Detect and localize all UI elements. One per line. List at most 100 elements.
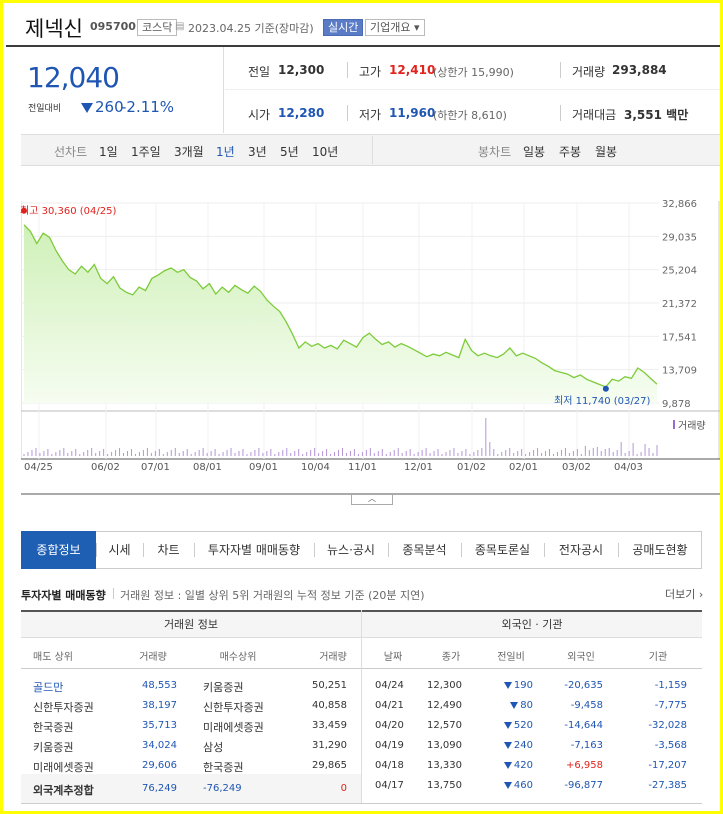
market-badge: 코스닥 xyxy=(137,19,178,36)
foreign-change: 460 xyxy=(488,780,533,791)
tab-9[interactable]: 공매도현황 xyxy=(632,543,688,557)
tab-bar xyxy=(21,531,702,569)
divider xyxy=(347,62,348,78)
tab-divider xyxy=(194,543,195,557)
collapse-chart-button[interactable]: ︿ xyxy=(351,495,393,505)
broker-buy-name[interactable]: 삼성 xyxy=(203,741,224,754)
institution-net: -3,568 xyxy=(654,740,687,751)
price-change: 260 xyxy=(81,98,124,116)
foreign-close: 13,330 xyxy=(427,760,462,771)
x-tick-label: 06/02 xyxy=(91,462,120,473)
tab-divider xyxy=(388,543,389,557)
price-chart[interactable]: 32,866 29,035 25,204 21,372 17,541 13,709 9,87… xyxy=(21,166,720,496)
foreign-change-value: 240 xyxy=(513,740,533,751)
amount-value: 3,551 백만 xyxy=(624,106,688,123)
low-annotation: 최저 11,740 (03/27) xyxy=(554,396,651,407)
institution-net: -1,159 xyxy=(654,680,687,691)
sum-label: 외국계추정합 xyxy=(33,784,94,797)
broker-buy-name[interactable]: 한국증권 xyxy=(203,761,244,774)
x-tick-label: 11/01 xyxy=(348,462,377,473)
broker-sell-volume: 48,553 xyxy=(142,680,177,691)
foreign-close: 12,300 xyxy=(427,680,462,691)
foreign-net: +6,958 xyxy=(565,760,603,771)
foreign-net: -14,644 xyxy=(564,720,603,731)
candle-weekly[interactable]: 주봉 xyxy=(559,145,582,159)
current-price: 12,040 xyxy=(27,61,120,94)
foreign-change-value: 420 xyxy=(513,760,533,771)
realtime-button[interactable]: 실시간 xyxy=(323,19,364,36)
tab-4[interactable]: 투자자별 매매동향 xyxy=(207,543,301,557)
broker-sell-name[interactable]: 골드만 xyxy=(33,681,64,694)
x-tick-label: 10/04 xyxy=(301,462,330,473)
divider xyxy=(347,105,348,121)
tab-divider xyxy=(544,543,545,557)
lower-limit: (하한가 8,610) xyxy=(433,109,507,122)
price-change-value: 260 xyxy=(95,98,124,116)
y-tick-label: 9,878 xyxy=(662,399,691,410)
down-arrow-icon xyxy=(510,702,519,709)
divider xyxy=(560,105,561,121)
high-annotation: 최고 30,360 (04/25) xyxy=(20,206,117,217)
prev-change-label: 전일대비 xyxy=(28,104,62,114)
period-1w[interactable]: 1주일 xyxy=(131,145,161,159)
broker-buy-name[interactable]: 키움증권 xyxy=(203,681,244,694)
foreign-change-value: 80 xyxy=(520,700,533,711)
x-tick-label: 01/02 xyxy=(457,462,486,473)
candle-monthly[interactable]: 월봉 xyxy=(595,145,618,159)
high-marker xyxy=(21,207,27,214)
broker-sell-name[interactable]: 키움증권 xyxy=(33,741,74,754)
line-chart-label: 선차트 xyxy=(54,145,88,159)
down-arrow-icon xyxy=(503,682,512,689)
down-arrow-icon xyxy=(503,722,512,729)
tab-7[interactable]: 종목토론실 xyxy=(474,543,531,557)
company-overview-button[interactable]: 기업개요 ▾ xyxy=(365,19,425,36)
sum-net: 0 xyxy=(340,783,347,794)
more-link[interactable]: 더보기 › xyxy=(665,588,704,601)
period-10y[interactable]: 10년 xyxy=(312,145,339,159)
tab-2[interactable]: 시세 xyxy=(108,543,131,557)
x-tick-label: 07/01 xyxy=(141,462,170,473)
x-tick-label: 02/01 xyxy=(509,462,538,473)
x-tick-label: 04/25 xyxy=(24,462,53,473)
volume-bars xyxy=(23,418,658,456)
down-arrow-icon xyxy=(503,762,512,769)
broker-buy-name[interactable]: 미래에셋증권 xyxy=(203,721,264,734)
period-3m[interactable]: 3개월 xyxy=(174,145,204,159)
foreign-col-header: 기관 xyxy=(648,652,668,663)
amount-unit: 백만 xyxy=(666,108,689,122)
foreign-close: 13,090 xyxy=(427,740,462,751)
foreign-change-value: 520 xyxy=(513,720,533,731)
period-1y[interactable]: 1년 xyxy=(216,145,235,159)
upper-limit: (상한가 15,990) xyxy=(433,66,514,79)
broker-sell-name[interactable]: 신한투자증권 xyxy=(33,701,94,714)
period-1d[interactable]: 1일 xyxy=(99,145,118,159)
tab-8[interactable]: 전자공시 xyxy=(558,543,604,557)
foreign-date: 04/20 xyxy=(375,720,404,731)
institution-net: -17,207 xyxy=(648,760,687,771)
candle-chart-label: 봉차트 xyxy=(478,145,512,159)
tab-divider xyxy=(96,543,97,557)
foreign-net: -7,163 xyxy=(570,740,603,751)
foreign-close: 12,570 xyxy=(427,720,462,731)
broker-sell-name[interactable]: 미래에셋증권 xyxy=(33,761,94,774)
y-tick-label: 13,709 xyxy=(662,366,697,377)
tab-1[interactable]: 종합정보 xyxy=(21,531,96,569)
table-divider xyxy=(361,610,362,804)
broker-buy-name[interactable]: 신한투자증권 xyxy=(203,701,264,714)
tab-3[interactable]: 차트 xyxy=(157,543,180,557)
period-5y[interactable]: 5년 xyxy=(280,145,299,159)
broker-buy-volume: 40,858 xyxy=(312,700,347,711)
tab-5[interactable]: 뉴스·공시 xyxy=(327,543,375,557)
foreign-col-header: 전일비 xyxy=(497,652,525,663)
y-tick-label: 17,541 xyxy=(662,332,697,343)
broker-sell-name[interactable]: 한국증권 xyxy=(33,721,74,734)
broker-sell-volume: 38,197 xyxy=(142,700,177,711)
period-3y[interactable]: 3년 xyxy=(248,145,267,159)
sum-sell: 76,249 xyxy=(142,783,177,794)
broker-sell-volume: 35,713 xyxy=(142,720,177,731)
stock-name[interactable]: 제넥신 xyxy=(25,17,83,41)
tab-6[interactable]: 종목분석 xyxy=(402,543,447,557)
foreign-col-header: 외국인 xyxy=(567,652,595,663)
divider xyxy=(372,136,373,164)
candle-daily[interactable]: 일봉 xyxy=(523,145,546,159)
